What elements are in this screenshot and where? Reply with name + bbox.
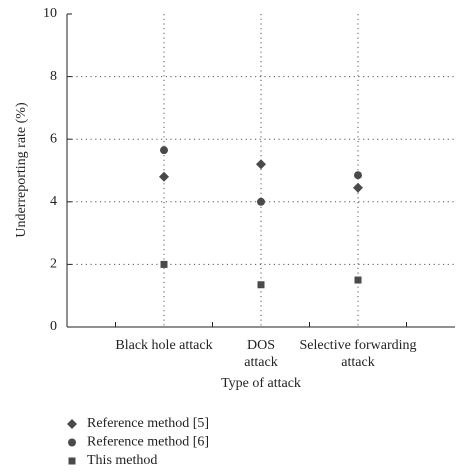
point [354,171,362,180]
x-axis-label: Type of attack [221,376,301,391]
point [160,260,168,268]
point [160,146,168,155]
legend-marker [68,438,76,447]
y-tick-label: 10 [43,6,57,21]
y-axis-label: Underreporting rate (%) [14,102,29,238]
y-tick-label: 6 [50,131,57,146]
legend-label: Reference method [6] [87,435,209,450]
x-tick-label: Black hole attack [115,338,213,353]
legend-label: Reference method [5] [87,416,209,431]
point [257,197,265,206]
x-tick-label: DOS attack [244,338,278,370]
point [159,171,169,182]
y-tick-label: 0 [50,319,57,334]
y-tick-label: 8 [50,69,57,84]
x-tick-label: Selective forwarding attack [299,338,417,370]
y-tick-label: 2 [50,257,57,272]
point [353,182,363,193]
point [256,159,266,170]
point [257,281,265,289]
legend-marker [67,419,77,429]
legend-marker [68,457,76,465]
point [354,276,362,284]
legend-label: This method [87,453,157,468]
y-tick-label: 4 [50,194,57,209]
